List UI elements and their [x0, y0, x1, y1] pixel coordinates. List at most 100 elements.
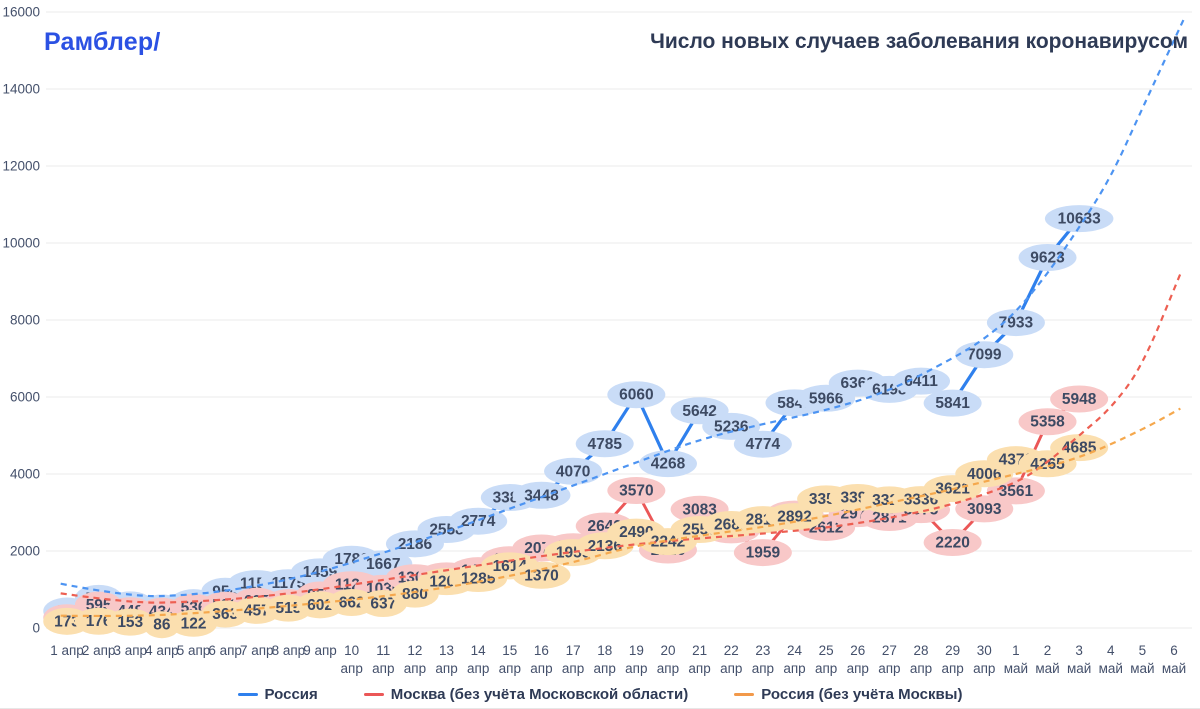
- legend-label-russia-without-moscow: Россия (без учёта Москвы): [761, 686, 963, 703]
- chart-title: Число новых случаев заболевания коронави…: [650, 30, 1188, 53]
- data-point-label: 86: [153, 617, 171, 634]
- x-axis-tick-label-month: апр: [467, 661, 489, 676]
- data-point-label: 153: [117, 614, 143, 631]
- data-point-label: 4265: [1030, 456, 1065, 473]
- data-point-pill: [955, 495, 1014, 523]
- data-point-pill: [733, 539, 792, 567]
- x-axis-tick-label: 22: [724, 643, 739, 658]
- data-point-label: 7099: [967, 347, 1002, 364]
- x-axis-tick-label: 14: [471, 643, 487, 658]
- data-point-label: 363: [212, 606, 238, 623]
- data-point-pill: [143, 611, 181, 639]
- data-point-label: 3083: [682, 501, 717, 518]
- data-point-label: 122: [181, 615, 207, 632]
- data-point-pill: [1050, 434, 1109, 462]
- data-point-label: 3093: [967, 501, 1002, 518]
- x-axis-tick-label: 21: [692, 643, 707, 658]
- data-point-label: 4070: [556, 463, 590, 480]
- data-point-label: 5948: [1062, 391, 1097, 408]
- x-axis-tick-label-month: апр: [530, 661, 552, 676]
- x-axis-tick-label: 10: [344, 643, 359, 658]
- legend-label-moscow: Москва (без учёта Московской области): [390, 686, 689, 703]
- data-point-label: 880: [402, 586, 428, 603]
- data-point-label: 4685: [1062, 440, 1097, 457]
- data-point-label: 2136: [587, 538, 622, 555]
- data-point-pill: [1050, 385, 1109, 413]
- x-axis-tick-label: 9 апр: [303, 643, 337, 658]
- y-axis-tick-label: 16000: [2, 5, 40, 20]
- x-axis-tick-label-month: апр: [720, 661, 742, 676]
- data-point-label: 2892: [777, 509, 811, 526]
- x-axis-tick-label-month: май: [1162, 661, 1186, 676]
- data-point-pill: [607, 381, 666, 409]
- x-axis-tick-label-month: апр: [752, 661, 774, 676]
- x-axis-tick-label: 7 апр: [240, 643, 274, 658]
- data-point-pill: [512, 561, 571, 589]
- legend-swatch-russia-without-moscow-icon: [734, 693, 755, 696]
- data-point-label: 2220: [935, 535, 969, 552]
- data-point-label: 5841: [935, 395, 970, 412]
- data-point-pill: [638, 450, 697, 478]
- x-axis-tick-label-month: май: [1067, 661, 1091, 676]
- x-axis-tick-label: 18: [597, 643, 612, 658]
- data-point-label: 1370: [524, 567, 558, 584]
- x-axis-tick-label: 3 апр: [113, 643, 147, 658]
- x-axis-tick-label: 24: [787, 643, 803, 658]
- data-point-label: 3448: [524, 487, 559, 504]
- chart-legend: Россия Москва (без учёта Московской обла…: [0, 686, 1200, 703]
- data-point-pill: [544, 457, 603, 485]
- x-axis-tick-label: 1: [1012, 643, 1020, 658]
- x-axis-tick-label: 27: [882, 643, 897, 658]
- data-point-pill: [1044, 205, 1114, 233]
- data-point-label: 176: [86, 613, 112, 630]
- x-axis-tick-label-month: апр: [941, 661, 963, 676]
- trend-line-1: [60, 273, 1182, 604]
- data-point-label: 6060: [619, 387, 653, 404]
- rambler-logo: Рамблер/: [44, 28, 161, 56]
- data-point-label: 1667: [366, 556, 400, 573]
- trend-line-2: [60, 407, 1181, 618]
- y-axis-tick-label: 2000: [10, 544, 40, 559]
- data-point-label: 5642: [682, 403, 716, 420]
- x-axis-tick-label-month: май: [1099, 661, 1123, 676]
- data-point-label: 4268: [651, 456, 686, 473]
- y-axis-tick-label: 0: [32, 621, 40, 636]
- x-axis-tick-label-month: апр: [341, 661, 363, 676]
- x-axis-tick-label: 8 апр: [272, 643, 306, 658]
- x-axis-tick-label: 13: [439, 643, 454, 658]
- data-point-pill: [1018, 244, 1077, 272]
- x-axis-tick-label: 2 апр: [82, 643, 116, 658]
- x-axis-tick-label: 23: [755, 643, 770, 658]
- data-point-pill: [575, 430, 634, 458]
- x-axis-tick-label: 4 апр: [145, 643, 179, 658]
- y-axis-tick-label: 8000: [10, 313, 40, 328]
- x-axis-tick-label-month: апр: [878, 661, 900, 676]
- data-point-label: 5358: [1030, 414, 1065, 431]
- x-axis-tick-label-month: май: [1130, 661, 1154, 676]
- x-axis-tick-label-month: апр: [847, 661, 869, 676]
- x-axis-tick-label-month: апр: [973, 661, 995, 676]
- x-axis-tick-label: 19: [629, 643, 644, 658]
- data-point-label: 4774: [746, 436, 781, 453]
- x-axis-tick-label-month: май: [1035, 661, 1059, 676]
- data-point-pill: [923, 389, 982, 417]
- trend-line-0: [60, 19, 1185, 598]
- data-point-pill: [607, 477, 666, 505]
- data-point-pill: [923, 529, 982, 557]
- x-axis-tick-label: 12: [407, 643, 422, 658]
- data-point-label: 602: [307, 597, 333, 614]
- data-point-label: 10633: [1058, 211, 1101, 228]
- data-point-label: 173: [54, 613, 80, 630]
- x-axis-tick-label-month: апр: [499, 661, 521, 676]
- data-point-label: 7933: [999, 315, 1034, 332]
- x-axis-tick-label-month: апр: [562, 661, 584, 676]
- x-axis-tick-label: 16: [534, 643, 549, 658]
- data-point-label: 3570: [619, 483, 653, 500]
- x-axis-tick-label-month: апр: [815, 661, 837, 676]
- data-point-label: 457: [244, 602, 270, 619]
- data-point-pill: [986, 309, 1045, 337]
- x-axis-tick-label: 11: [376, 643, 390, 658]
- x-axis-tick-label-month: апр: [688, 661, 710, 676]
- data-point-pill: [702, 412, 761, 440]
